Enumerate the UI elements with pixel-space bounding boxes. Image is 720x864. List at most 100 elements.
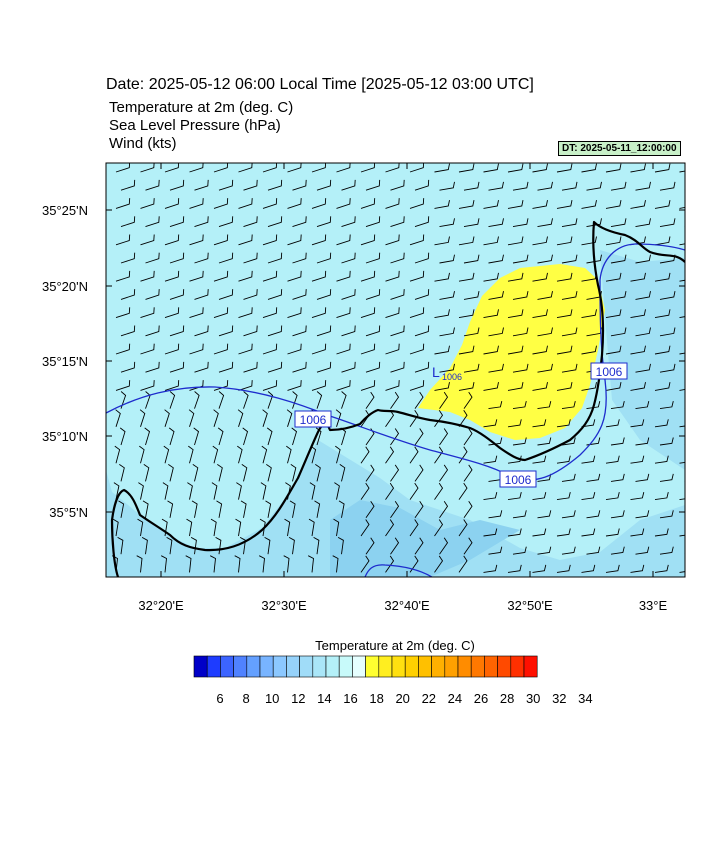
colorbar-swatch [497,655,512,678]
wind-barb [164,380,180,391]
wind-barb [169,252,185,264]
wind-barb [532,491,547,501]
lat-label: 35°10'N [42,429,88,444]
wind-barb [307,555,314,573]
wind-barb [537,291,553,300]
wind-barb [118,500,125,518]
wind-barb [119,427,126,446]
wind-barb [335,409,342,427]
wind-barb [145,289,160,300]
wind-barb [336,234,351,246]
colorbar-swatch [378,655,393,678]
wind-barb [292,391,298,409]
wind-barb [288,537,295,555]
wind-barb [341,361,356,373]
wind-barb [287,163,302,173]
wind-barb [605,272,622,282]
map-frame [105,162,686,578]
wind-barb [259,518,266,537]
wind-barb [238,307,253,319]
wind-barb [409,163,425,173]
wind-barb [145,361,160,373]
wind-barb [267,361,283,373]
wind-barb [385,163,400,173]
wind-barb [115,234,131,246]
wind-barb [115,409,121,427]
wind-barb [365,501,375,519]
isobar-line-bottom [364,564,433,577]
wind-barb [341,216,356,228]
wind-barb [140,343,155,355]
wind-barb [120,361,136,373]
wind-barb [532,528,547,537]
wind-barb [439,327,455,337]
wind-barb [654,163,671,173]
wind-barb [286,409,293,427]
wind-barb [586,473,601,482]
map-plot-area [106,163,685,577]
wind-barb [537,473,552,482]
wind-barb [605,236,622,246]
wind-barb [679,243,685,246]
wind-barb [684,262,685,264]
wind-barb [243,289,258,300]
wind-barb [463,501,473,519]
wind-barb [605,345,622,355]
wind-barb [140,380,155,391]
wind-barb [360,380,376,391]
colorbar-swatch [206,655,221,678]
wind-barb [488,327,504,337]
colorbar-swatch [523,655,538,678]
wind-barb [434,555,444,573]
colorbar-swatch [193,655,208,678]
wind-barb [556,419,571,428]
wind-barb [556,200,573,209]
wind-barb [409,446,419,464]
wind-barb [291,427,298,446]
wind-barb [635,510,650,519]
wind-barb [483,272,499,282]
wind-barb [679,279,685,282]
wind-barb [556,491,571,501]
wind-barb [213,234,229,246]
wind-barb [507,382,524,391]
wind-barb [654,200,671,209]
wind-barb [556,272,573,282]
wind-barb [390,179,405,191]
wind-barb [635,327,651,337]
colorbar-swatch [233,655,248,678]
wind-barb [532,272,548,282]
wind-barb [581,528,596,537]
wind-barb [290,464,297,482]
wind-barb [434,345,450,355]
wind-barb [537,327,553,337]
wind-barb [630,163,646,173]
lat-label: 35°5'N [49,505,88,520]
wind-barb [679,425,685,428]
wind-barb [654,236,671,246]
isobar-label: 1006 [596,365,623,379]
wind-barb [262,234,278,246]
wind-barb [409,519,419,537]
wind-barb [120,289,136,300]
wind-barb [292,252,307,264]
wind-barb [315,427,322,446]
wind-barb [532,419,547,428]
wind-barb [561,291,578,300]
wind-barb [390,325,405,337]
wind-barb [684,480,685,482]
wind-barb [409,482,419,500]
wind-barb [488,291,504,300]
wind-barb [141,537,148,555]
colorbar-swatch [470,655,485,678]
colorbar-swatch [431,655,446,678]
colorbar-tick-label: 22 [422,691,436,706]
wind-barb [414,289,430,300]
wind-barb [679,534,685,537]
wind-barb [581,419,596,428]
wind-barb [262,270,278,282]
wind-barb [385,234,400,246]
wind-barb [586,546,601,555]
wind-barb [360,482,370,500]
colorbar-tick-label: 20 [395,691,409,706]
